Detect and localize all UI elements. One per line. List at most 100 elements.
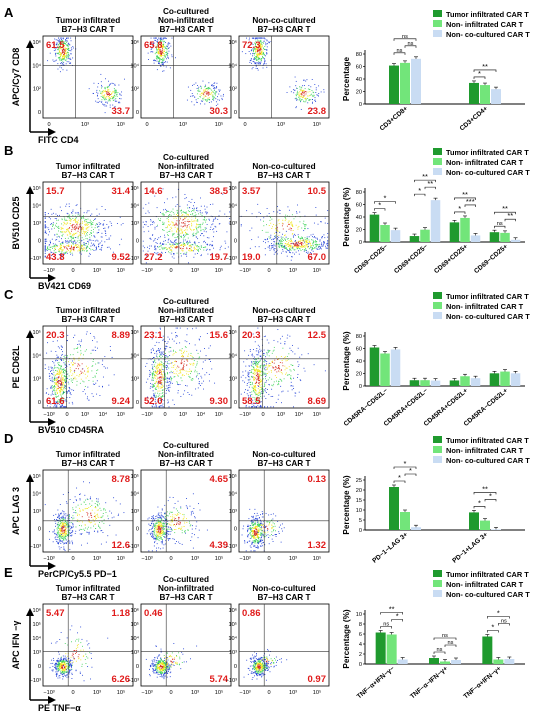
event-dot: [169, 381, 171, 383]
event-dot: [93, 82, 95, 84]
event-dot: [186, 334, 188, 336]
event-dot: [263, 40, 265, 42]
event-dot: [86, 250, 88, 251]
event-dot: [195, 214, 197, 216]
event-dot: [198, 213, 200, 215]
event-dot: [91, 349, 93, 351]
event-dot: [193, 104, 195, 106]
event-dot: [259, 47, 261, 49]
event-dot: [64, 381, 66, 383]
event-dot: [83, 242, 85, 243]
event-dot: [196, 224, 198, 226]
event-dot: [64, 217, 66, 219]
event-dot: [253, 388, 255, 390]
event-dot: [55, 367, 57, 369]
event-dot: [77, 365, 79, 367]
event-dot: [295, 245, 297, 247]
event-dot: [289, 335, 291, 337]
event-dot: [53, 61, 55, 62]
event-dot: [101, 236, 103, 238]
event-dot: [248, 39, 250, 41]
event-dot: [71, 229, 73, 231]
event-dot: [78, 227, 80, 229]
event-dot: [55, 406, 57, 408]
event-dot: [155, 387, 157, 389]
event-dot: [63, 384, 65, 385]
event-dot: [263, 353, 265, 355]
event-dot: [85, 228, 87, 230]
event-dot: [165, 378, 167, 380]
event-dot: [278, 242, 280, 244]
event-dot: [253, 391, 255, 393]
y-tick-label: 10⁴: [130, 203, 139, 210]
event-dot: [66, 61, 68, 63]
event-dot: [103, 97, 105, 99]
event-dot: [54, 378, 56, 380]
event-dot: [53, 227, 55, 229]
event-dot: [290, 242, 292, 244]
event-dot: [167, 399, 169, 401]
event-dot: [109, 95, 111, 96]
event-dot: [253, 373, 255, 375]
event-dot: [190, 249, 192, 251]
event-dot: [293, 245, 295, 247]
event-dot: [160, 376, 162, 378]
event-dot: [182, 355, 183, 357]
event-dot: [167, 225, 168, 227]
y-tick-label: 10³: [33, 377, 41, 383]
event-dot: [58, 368, 60, 370]
event-dot: [66, 357, 68, 359]
event-dot: [258, 246, 260, 248]
event-dot: [87, 396, 88, 398]
event-dot: [65, 39, 67, 41]
event-dot: [250, 53, 251, 55]
event-dot: [58, 380, 60, 381]
event-dot: [260, 52, 262, 54]
event-dot: [294, 249, 296, 251]
event-dot: [165, 247, 167, 248]
event-dot: [103, 104, 105, 106]
event-dot: [255, 57, 257, 59]
event-dot: [81, 363, 83, 365]
event-dot: [264, 373, 266, 375]
event-dot: [57, 379, 59, 381]
event-dot: [302, 91, 303, 92]
event-dot: [318, 85, 320, 87]
event-dot: [58, 50, 60, 52]
event-dot: [78, 250, 80, 251]
bar-y-tick-label: 20: [356, 90, 362, 96]
event-dot: [157, 47, 159, 48]
event-dot: [213, 218, 215, 220]
event-dot: [313, 247, 315, 249]
event-dot: [266, 39, 268, 41]
event-dot: [63, 380, 65, 382]
event-dot: [307, 97, 309, 99]
event-dot: [57, 400, 58, 402]
event-dot: [93, 359, 94, 360]
event-dot: [108, 94, 110, 96]
event-dot: [86, 222, 88, 224]
event-dot: [169, 384, 171, 386]
event-dot: [196, 363, 198, 365]
event-dot: [55, 390, 57, 392]
significance-bracket: [414, 193, 426, 197]
event-dot: [305, 97, 307, 99]
event-dot: [254, 387, 255, 389]
event-dot: [257, 371, 259, 373]
event-dot: [72, 242, 74, 244]
event-dot: [255, 369, 257, 370]
significance-label: **: [462, 190, 468, 199]
event-dot: [266, 354, 268, 356]
event-dot: [166, 211, 168, 212]
event-dot: [251, 353, 253, 355]
event-dot: [193, 362, 194, 364]
event-dot: [258, 351, 260, 353]
event-dot: [255, 37, 256, 39]
event-dot: [306, 244, 308, 246]
event-dot: [287, 215, 289, 217]
event-dot: [256, 360, 258, 362]
event-dot: [290, 241, 292, 243]
event-dot: [85, 228, 87, 230]
event-dot: [251, 213, 253, 215]
